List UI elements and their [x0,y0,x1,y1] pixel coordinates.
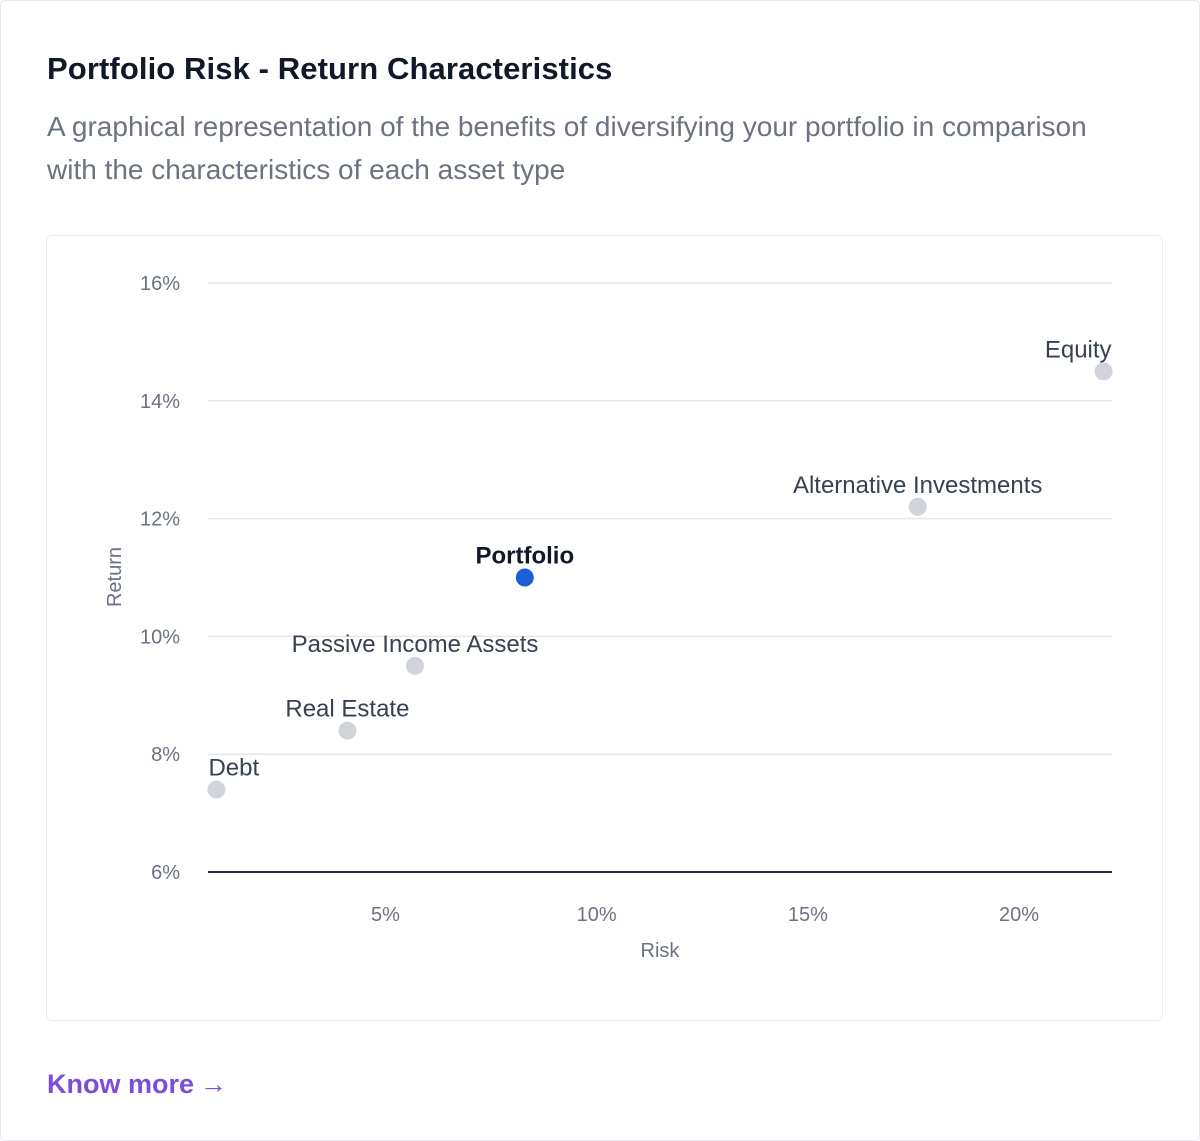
y-tick-label: 16% [140,273,180,295]
card-title: Portfolio Risk - Return Characteristics [47,51,613,86]
data-point-portfolio [515,568,534,587]
y-tick-label: 6% [151,862,180,884]
y-tick-label: 8% [151,744,180,766]
data-label-passive-income-assets: Passive Income Assets [292,631,539,658]
x-tick-label: 5% [371,904,400,926]
data-point-real-estate [338,721,357,740]
arrow-right-icon: → [200,1069,228,1099]
data-point-debt [207,780,226,799]
x-tick-label: 15% [788,904,828,926]
data-label-equity: Equity [1045,336,1112,363]
y-tick-label: 14% [140,391,180,413]
data-label-portfolio: Portfolio [475,543,574,570]
data-point-alternative-investments [908,497,927,516]
y-tick-label: 12% [140,509,180,531]
card-subtitle: A graphical representation of the benefi… [47,111,1087,185]
know-more-link[interactable]: Know more → [47,1069,227,1100]
x-tick-label: 10% [577,904,617,926]
data-point-equity [1094,362,1113,381]
data-label-alternative-investments: Alternative Investments [793,472,1042,499]
know-more-label: Know more [47,1069,195,1099]
data-label-real-estate: Real Estate [285,696,409,723]
y-axis-label: Return [104,547,126,607]
data-label-debt: Debt [208,755,259,782]
x-axis-label: Risk [641,940,681,962]
x-tick-label: 20% [999,904,1039,926]
data-point-passive-income-assets [405,656,424,675]
chart-container [46,235,1163,1021]
y-tick-label: 10% [140,626,180,648]
